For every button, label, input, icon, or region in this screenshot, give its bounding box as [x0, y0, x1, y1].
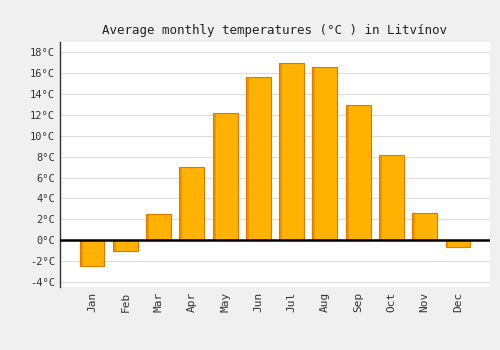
- Bar: [80, 240, 82, 266]
- Bar: [379, 155, 382, 240]
- Bar: [246, 77, 271, 240]
- Bar: [212, 113, 238, 240]
- Title: Average monthly temperatures (°C ) in Litvínov: Average monthly temperatures (°C ) in Li…: [102, 24, 448, 37]
- Bar: [446, 240, 448, 247]
- Bar: [180, 167, 204, 240]
- Bar: [346, 105, 370, 240]
- Bar: [446, 240, 470, 247]
- Bar: [212, 113, 216, 240]
- Bar: [80, 240, 104, 266]
- Bar: [346, 105, 348, 240]
- Bar: [180, 167, 182, 240]
- Bar: [379, 155, 404, 240]
- Bar: [312, 67, 316, 240]
- Bar: [412, 213, 415, 240]
- Bar: [312, 67, 338, 240]
- Bar: [146, 214, 171, 240]
- Bar: [113, 240, 116, 251]
- Bar: [412, 213, 437, 240]
- Bar: [279, 63, 282, 240]
- Bar: [113, 240, 138, 251]
- Bar: [246, 77, 249, 240]
- Bar: [279, 63, 304, 240]
- Bar: [146, 214, 149, 240]
